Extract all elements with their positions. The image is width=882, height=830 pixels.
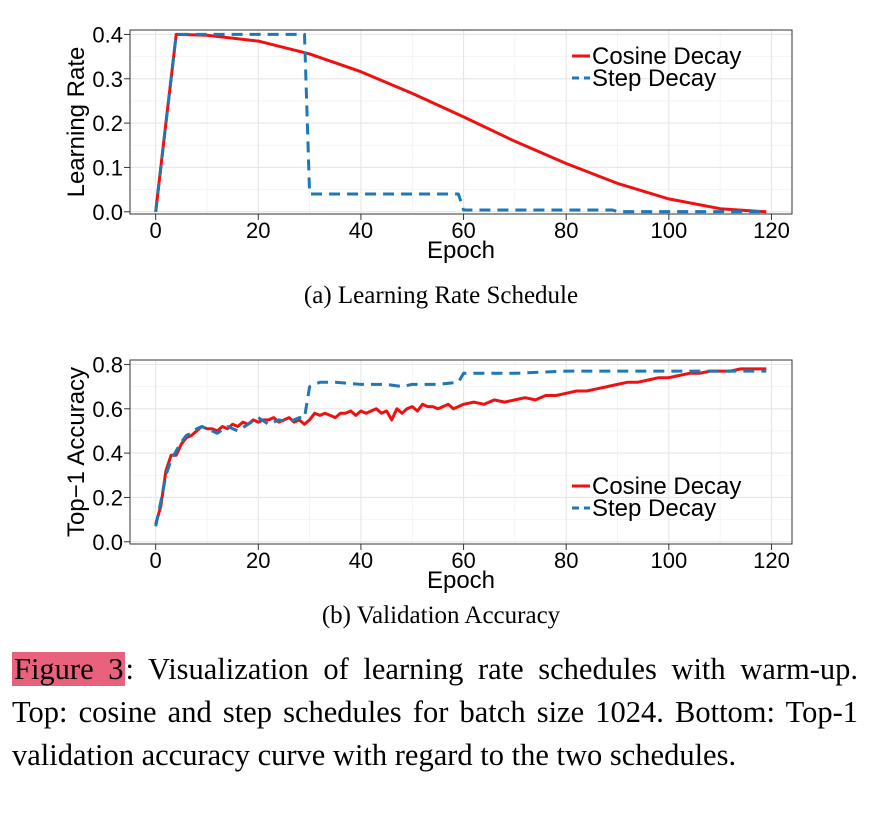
- learning-rate-chart: 0 20 40 60 80 100 120 0.0 0.1 0.2 0.3 0.4 Epoch Learn…: [63, 22, 793, 264]
- c0-legend-label-1: Step Decay: [592, 65, 716, 92]
- c1-y-tick-label: 0.8: [92, 352, 123, 377]
- caption-text: : Visualization of learning rate schedul…: [12, 652, 858, 772]
- c0-y-tick-label: 0.4: [92, 22, 123, 47]
- subcaption-b: (b) Validation Accuracy: [321, 602, 561, 629]
- c0-series-line-1: [154, 32, 767, 214]
- c1-plot-panel: [129, 359, 793, 545]
- figure-label: Figure 3: [12, 652, 126, 686]
- c1-x-tick-label: 40: [349, 548, 373, 573]
- figure-caption: Figure 3: Visualization of learning rate…: [12, 648, 858, 777]
- c1-y-tick-label: 0.0: [92, 530, 123, 555]
- c0-x-tick-label: 60: [451, 218, 475, 243]
- c0-legend-label-0: Cosine Decay: [592, 43, 741, 70]
- c1-x-tick-label: 0: [150, 548, 162, 573]
- validation-accuracy-chart: 0 20 40 60 80 100 120 0.0 0.2 0.4 0.6 0.8 Epoch Top−1…: [63, 352, 793, 594]
- c0-x-tick-label: 20: [246, 218, 270, 243]
- c1-y-tick-label: 0.4: [92, 441, 123, 466]
- subcaption-a: (a) Learning Rate Schedule: [303, 282, 579, 309]
- c1-grid: [130, 360, 792, 544]
- c0-y-tick-label: 0.0: [92, 200, 123, 225]
- c1-x-tick-label: 100: [650, 548, 687, 573]
- c0-series-line-0: [154, 32, 767, 214]
- c1-series-line-0: [154, 367, 767, 525]
- c0-y-axis-title: Learning Rate: [63, 47, 90, 198]
- c0-x-tick-label: 100: [650, 218, 687, 243]
- c0-y-tick-label: 0.1: [92, 155, 123, 180]
- c0-plot-panel: [129, 29, 793, 215]
- c1-y-tick-label: 0.2: [92, 485, 123, 510]
- c0-x-axis-title: Epoch: [427, 237, 495, 264]
- c1-x-tick-label: 60: [451, 548, 475, 573]
- c1-x-tick-label: 20: [246, 548, 270, 573]
- c1-x-tick-label: 80: [554, 548, 578, 573]
- c1-plot-border: [129, 359, 793, 545]
- c1-legend-label-1: Step Decay: [592, 495, 716, 522]
- c0-y-tick-label: 0.2: [92, 111, 123, 136]
- c0-x-tick-label: 80: [554, 218, 578, 243]
- c1-legend-label-0: Cosine Decay: [592, 473, 741, 500]
- c1-y-axis-title: Top−1 Accuracy: [63, 367, 90, 537]
- c0-x-tick-label: 0: [150, 218, 162, 243]
- c1-x-axis-title: Epoch: [427, 567, 495, 594]
- c0-x-tick-label: 120: [753, 218, 790, 243]
- c1-y-tick-label: 0.6: [92, 397, 123, 422]
- c0-grid: [130, 30, 792, 214]
- c1-series-line-1: [154, 369, 767, 527]
- c1-x-tick-label: 120: [753, 548, 790, 573]
- c0-plot-border: [129, 29, 793, 215]
- c0-x-tick-label: 40: [349, 218, 373, 243]
- c0-y-tick-label: 0.3: [92, 67, 123, 92]
